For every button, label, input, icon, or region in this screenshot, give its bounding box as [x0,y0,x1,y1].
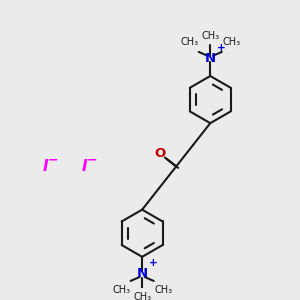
Text: N: N [205,52,216,65]
Text: CH₃: CH₃ [133,292,151,300]
Text: CH₃: CH₃ [112,285,130,296]
Text: −: − [87,153,98,167]
Text: CH₃: CH₃ [201,31,219,41]
Text: +: + [149,258,158,268]
Text: I: I [42,159,48,174]
Text: +: + [217,43,226,53]
Text: CH₃: CH₃ [180,38,198,47]
Text: N: N [136,267,148,280]
Text: CH₃: CH₃ [154,285,172,296]
Text: I: I [82,159,87,174]
Text: −: − [48,153,58,167]
Text: CH₃: CH₃ [222,38,240,47]
Text: O: O [155,147,166,161]
